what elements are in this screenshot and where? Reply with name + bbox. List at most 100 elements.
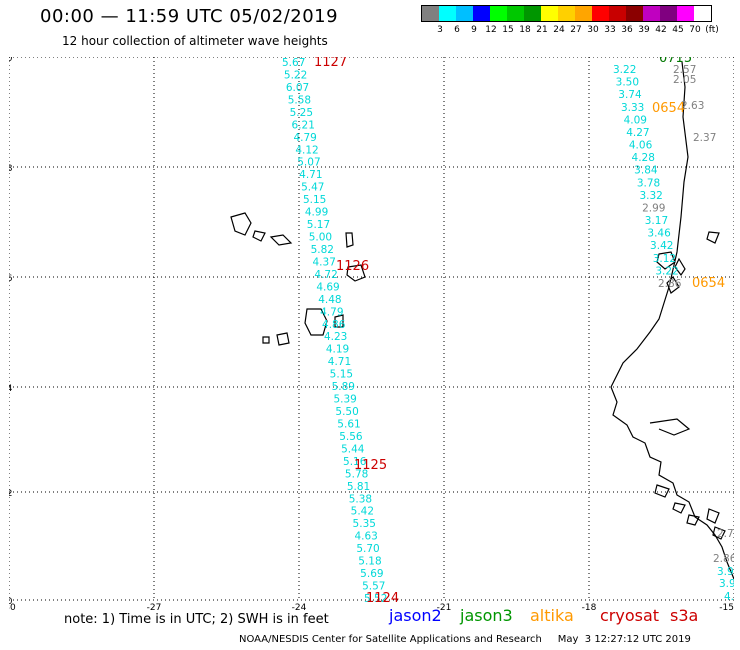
footer-note: note: 1) Time is in UTC; 2) SWH is in fe… bbox=[64, 612, 329, 627]
color-scale-label: 39 bbox=[638, 25, 650, 35]
wave-height-value: 2.79 bbox=[717, 528, 734, 540]
color-swatch bbox=[439, 6, 456, 21]
pass-time-label: 0715 bbox=[659, 57, 692, 66]
color-swatch bbox=[677, 6, 694, 21]
color-swatch bbox=[524, 6, 541, 21]
color-scale-label: 36 bbox=[621, 25, 633, 35]
color-swatch bbox=[490, 6, 507, 21]
longitude-label: -24 bbox=[292, 603, 307, 613]
maio-island bbox=[334, 314, 344, 328]
wave-height-value: 3.50 bbox=[616, 77, 639, 89]
altimeter-map: 5.675.226.075.585.256.214.794.125.074.71… bbox=[9, 57, 734, 613]
latitude-label: 18 bbox=[9, 164, 13, 174]
wave-height-value: 2.86 bbox=[658, 278, 682, 290]
africa-coastline bbox=[610, 61, 734, 580]
santo-antao-island bbox=[230, 212, 252, 236]
color-scale-label: 70 bbox=[689, 25, 701, 35]
legend-item-altika: altika bbox=[530, 606, 574, 625]
wave-height-value: 5.44 bbox=[341, 443, 365, 455]
color-swatch bbox=[575, 6, 592, 21]
brava-island bbox=[262, 336, 270, 344]
wave-height-value: 3.12 bbox=[653, 253, 676, 265]
bijagos-islands bbox=[654, 484, 726, 540]
wave-height-value: 3.22 bbox=[613, 64, 636, 76]
color-swatch bbox=[643, 6, 660, 21]
latitude-label: 12 bbox=[9, 489, 12, 499]
legend-item-jason3: jason3 bbox=[460, 606, 513, 625]
color-scale-label: 15 bbox=[502, 25, 514, 35]
color-swatch bbox=[592, 6, 609, 21]
track-west: 5.675.226.075.585.256.214.794.125.074.71… bbox=[282, 57, 399, 606]
wave-height-value: 5.42 bbox=[351, 506, 374, 518]
page-subtitle: 12 hour collection of altimeter wave hei… bbox=[62, 34, 328, 48]
color-scale-label: 42 bbox=[655, 25, 667, 35]
credit-line: NOAA/NESDIS Center for Satellite Applica… bbox=[239, 634, 691, 645]
wave-height-value: 4.19 bbox=[326, 344, 349, 356]
wave-height-value: 3.46 bbox=[647, 228, 671, 240]
longitude-label: -30 bbox=[9, 603, 16, 613]
wave-height-value: 3.22 bbox=[655, 265, 678, 277]
fogo-island bbox=[276, 332, 290, 346]
wave-height-value: 5.15 bbox=[330, 369, 353, 381]
color-swatch bbox=[609, 6, 626, 21]
wave-height-value: 4.79 bbox=[293, 132, 316, 144]
wave-height-value: 4.37 bbox=[313, 256, 336, 268]
wave-height-value: 5.89 bbox=[332, 381, 355, 393]
wave-height-value: 5.47 bbox=[301, 182, 324, 194]
wave-height-value: 3.32 bbox=[639, 190, 662, 202]
wave-height-value: 4.48 bbox=[318, 294, 341, 306]
wave-height-value: 5.57 bbox=[362, 581, 385, 593]
color-swatch bbox=[660, 6, 677, 21]
wave-height-value: 5.16 bbox=[343, 456, 367, 468]
latitude-label: 20 bbox=[9, 57, 13, 64]
wave-height-value: 4.09 bbox=[624, 114, 647, 126]
wave-height-value: 6.07 bbox=[286, 82, 309, 94]
color-swatch bbox=[694, 6, 711, 21]
page-title: 00:00 — 11:59 UTC 05/02/2019 bbox=[40, 6, 339, 27]
color-scale-label: 24 bbox=[553, 25, 565, 35]
wave-height-value: 4.28 bbox=[632, 152, 655, 164]
wave-height-value: 3.33 bbox=[621, 102, 644, 114]
wave-height-value: 2.86 bbox=[713, 553, 734, 565]
track-east: 3.223.503.743.334.094.274.064.283.843.78… bbox=[613, 64, 734, 603]
wave-height-value: 5.81 bbox=[347, 481, 370, 493]
wave-height-value: 5.07 bbox=[297, 157, 320, 169]
color-scale-label: 6 bbox=[454, 25, 460, 35]
axis-labels: 20 18 16 14 12 10-30 -27 -24 -21 -18 -15 bbox=[9, 57, 734, 613]
color-scale-label: 21 bbox=[536, 25, 548, 35]
wave-height-value: 5.70 bbox=[356, 543, 379, 555]
color-scale-label: 30 bbox=[587, 25, 599, 35]
wave-height-value: 4.69 bbox=[316, 281, 339, 293]
color-swatch bbox=[456, 6, 473, 21]
wave-height-value: 5.50 bbox=[335, 406, 358, 418]
latitude-label: 16 bbox=[9, 274, 13, 284]
wave-height-value: 5.67 bbox=[282, 57, 305, 69]
color-swatch bbox=[473, 6, 490, 21]
color-scale-label: 12 bbox=[485, 25, 497, 35]
pass-time-label: 0654 bbox=[652, 101, 685, 116]
wave-height-value: 5.61 bbox=[337, 418, 360, 430]
wave-height-value: 5.52 bbox=[364, 593, 387, 605]
wave-height-value: 5.17 bbox=[307, 219, 330, 231]
color-swatch bbox=[558, 6, 575, 21]
wave-height-value: 2.57 bbox=[673, 64, 696, 76]
wave-height-value: 4.99 bbox=[305, 207, 328, 219]
wave-height-value: 5.69 bbox=[360, 568, 383, 580]
wave-height-value: 5.35 bbox=[353, 518, 376, 530]
color-swatch bbox=[507, 6, 524, 21]
longitude-label: -15 bbox=[719, 603, 734, 613]
wave-height-value: 3.17 bbox=[645, 215, 668, 227]
pass-time-label: 1124 bbox=[366, 591, 399, 606]
longitude-label: -27 bbox=[147, 603, 162, 613]
legend-item-cryosat: cryosat bbox=[600, 606, 660, 625]
wave-height-value: 2.63 bbox=[681, 100, 704, 112]
wave-height-value: 2.99 bbox=[642, 202, 665, 214]
wave-height-value: 4.27 bbox=[626, 127, 649, 139]
wave-height-value: 6.21 bbox=[292, 119, 315, 131]
wave-height-value: 5.38 bbox=[349, 493, 372, 505]
wave-height-value: 5.22 bbox=[284, 69, 307, 81]
color-scale: 3 6 9 12 15 18 21 24 27 30 33 36 39 42 45 70 (ft) bbox=[421, 5, 719, 35]
wave-height-value: 5.15 bbox=[303, 194, 326, 206]
color-scale-label: 18 bbox=[519, 25, 531, 35]
